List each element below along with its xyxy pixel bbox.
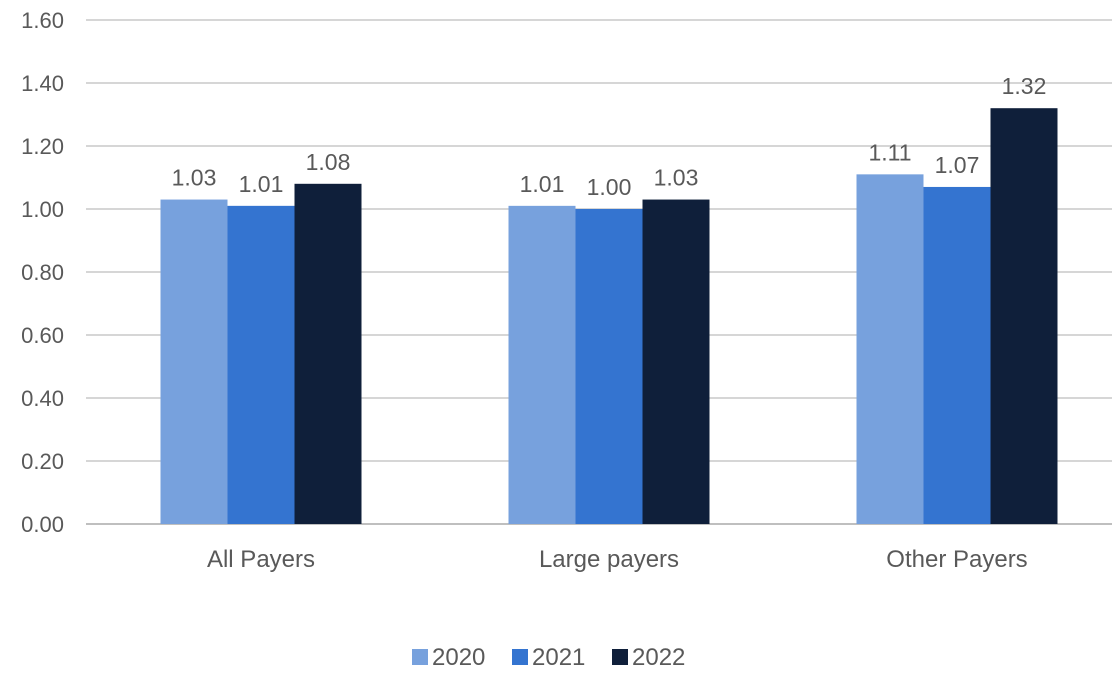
y-tick-label: 0.80 [21,260,64,285]
bar-2020-all-payers [160,199,228,525]
bar-2021-other-payers [923,186,991,524]
bar-2021-large-payers [575,209,643,524]
bar-2022-large-payers [642,199,710,525]
y-tick-label: 1.00 [21,197,64,222]
y-tick-label: 0.20 [21,449,64,474]
data-label: 1.08 [306,149,351,175]
legend-label: 2021 [532,644,585,671]
bar-2021-all-payers [227,205,295,524]
legend-label: 2020 [432,644,485,671]
data-label: 1.03 [172,165,217,191]
category-label: All Payers [207,546,315,573]
data-label: 1.00 [587,174,632,200]
data-labels: 1.03 1.01 1.08 1.01 1.00 1.03 1.11 1.07 1.32 [172,73,1047,200]
category-label: Large payers [539,546,679,573]
y-tick-label: 1.20 [21,134,64,159]
legend: 2020 2021 2022 [412,644,685,671]
y-tick-label: 1.60 [21,8,64,33]
bars [160,108,1058,525]
data-label: 1.01 [239,171,284,197]
data-label: 1.32 [1002,73,1047,99]
legend-label: 2022 [632,644,685,671]
y-tick-label: 0.00 [21,512,64,537]
legend-swatch-2022 [612,649,628,665]
x-axis-categories: All Payers Large payers Other Payers [207,546,1028,573]
bar-2022-all-payers [294,183,362,525]
bar-2020-large-payers [508,205,576,524]
y-tick-label: 1.40 [21,71,64,96]
data-label: 1.07 [935,152,980,178]
bar-2020-other-payers [856,174,924,524]
legend-swatch-2021 [512,649,528,665]
data-label: 1.01 [520,171,565,197]
data-label: 1.11 [868,139,911,165]
data-label: 1.03 [654,165,699,191]
y-axis-ticks: 0.00 0.20 0.40 0.60 0.80 1.00 1.20 1.40 1.60 [21,8,64,537]
legend-swatch-2020 [412,649,428,665]
category-label: Other Payers [886,546,1027,573]
y-tick-label: 0.40 [21,386,64,411]
y-tick-label: 0.60 [21,323,64,348]
bar-2022-other-payers [990,108,1058,524]
